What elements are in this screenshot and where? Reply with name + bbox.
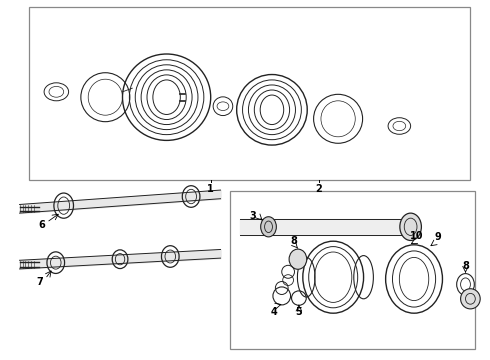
Bar (230, 191, 475, 349)
Ellipse shape (400, 213, 421, 240)
Text: 7: 7 (37, 276, 44, 287)
Text: 3: 3 (249, 211, 256, 221)
Text: 8: 8 (462, 261, 469, 271)
Ellipse shape (261, 217, 276, 237)
Text: 2: 2 (315, 184, 322, 194)
Bar (29, 7, 470, 180)
Text: 6: 6 (38, 220, 45, 230)
Text: 1: 1 (207, 184, 214, 194)
Text: 4: 4 (271, 307, 278, 317)
Text: 9: 9 (434, 232, 441, 242)
Ellipse shape (289, 249, 307, 269)
Text: 8: 8 (291, 235, 297, 246)
Text: 5: 5 (295, 307, 302, 317)
Ellipse shape (461, 289, 480, 309)
Text: 10: 10 (410, 231, 423, 241)
